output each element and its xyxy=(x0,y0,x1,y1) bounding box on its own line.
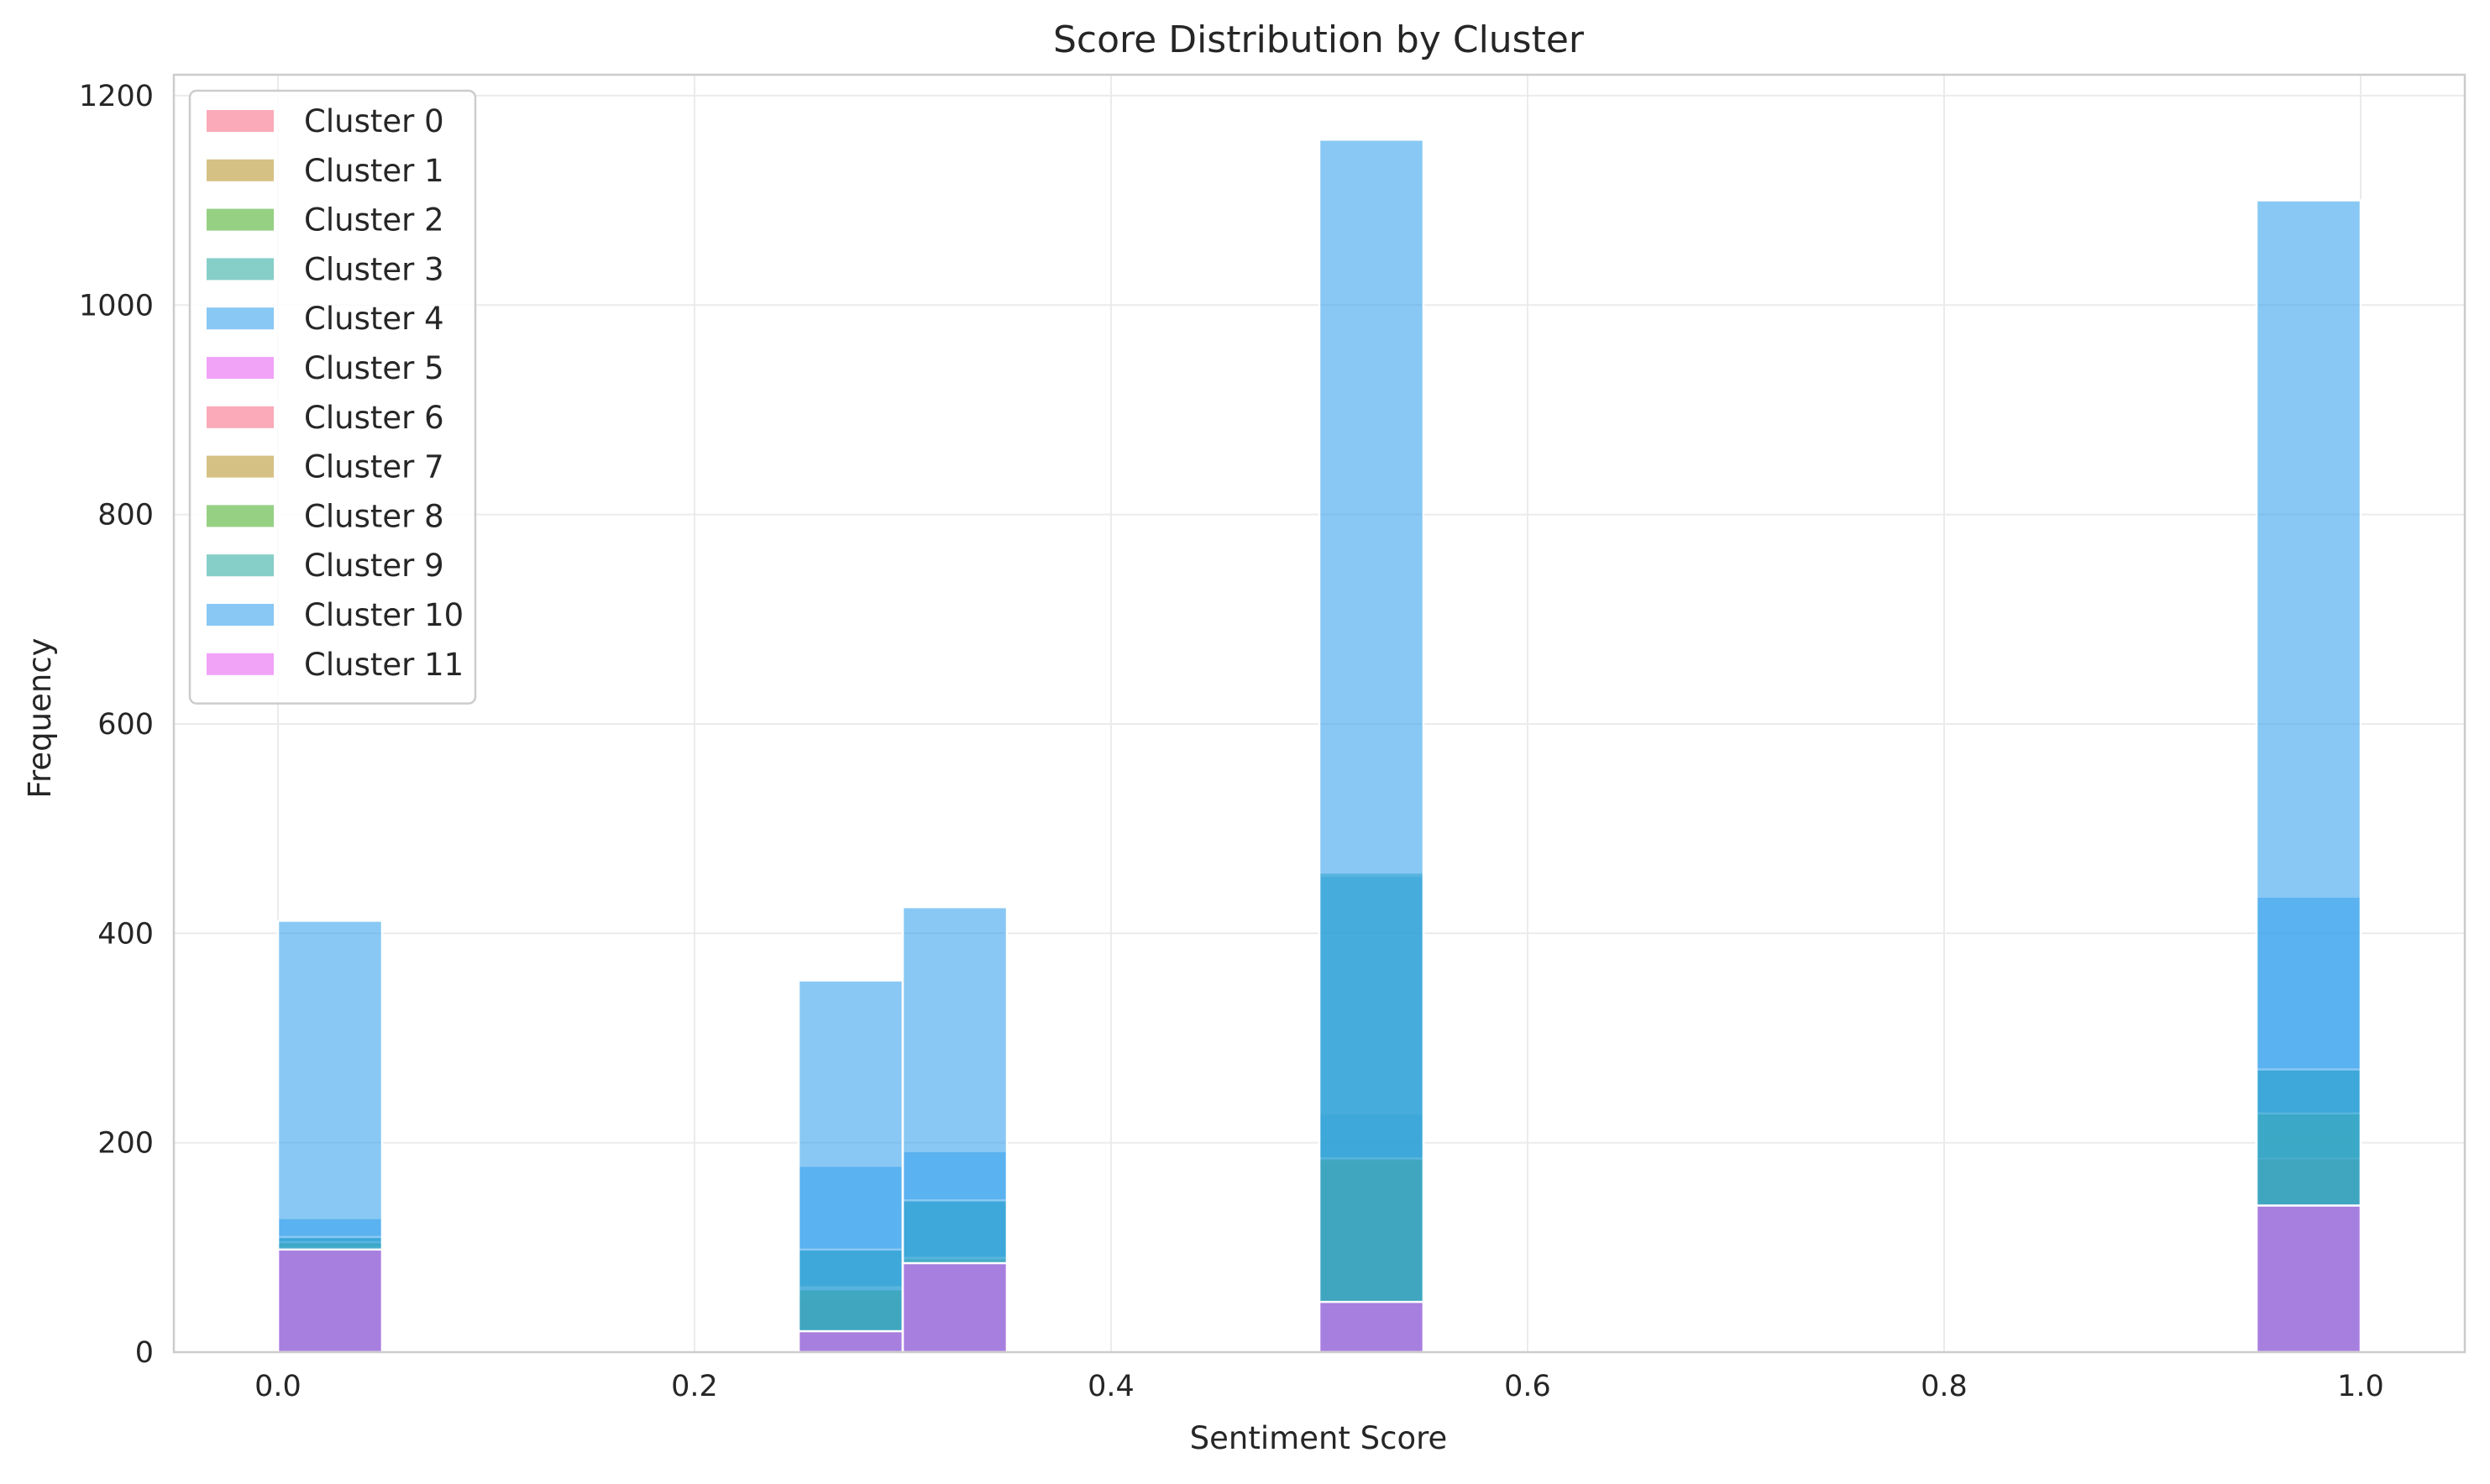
legend-swatch xyxy=(207,357,274,379)
legend-swatch xyxy=(207,554,274,577)
legend-box xyxy=(188,89,477,705)
legend-swatch xyxy=(207,159,274,181)
x-tick-label: 0.8 xyxy=(1921,1370,1968,1403)
legend-label: Cluster 3 xyxy=(304,251,444,287)
legend-swatch xyxy=(207,653,274,675)
chart-title: Score Distribution by Cluster xyxy=(1053,18,1585,61)
bars xyxy=(276,139,2362,1354)
legend-label: Cluster 8 xyxy=(304,498,444,534)
legend-label: Cluster 11 xyxy=(304,647,464,683)
legend-label: Cluster 5 xyxy=(304,350,444,386)
legend-label: Cluster 6 xyxy=(304,400,444,436)
legend-label: Cluster 0 xyxy=(304,103,444,139)
legend-swatch xyxy=(207,604,274,626)
legend-swatch xyxy=(207,505,274,527)
bar-cluster-11-bin-0 xyxy=(276,1248,384,1354)
legend-label: Cluster 9 xyxy=(304,548,444,584)
y-axis-label: Frequency xyxy=(22,637,58,798)
y-tick-label: 800 xyxy=(97,499,154,532)
x-tick-label: 0.2 xyxy=(671,1370,718,1403)
y-tick-label: 400 xyxy=(97,917,154,951)
y-tick-label: 1200 xyxy=(79,80,154,113)
y-tick-label: 0 xyxy=(135,1336,154,1370)
legend-label: Cluster 10 xyxy=(304,597,464,633)
plot-frame xyxy=(172,73,2466,1354)
bar-cluster-10-bin-1 xyxy=(797,979,904,1354)
y-tick-label: 200 xyxy=(97,1127,154,1161)
bar-cluster-10-bin-4 xyxy=(2255,199,2362,1354)
legend-label: Cluster 2 xyxy=(304,202,444,239)
x-axis-label: Sentiment Score xyxy=(1190,1420,1448,1456)
y-tick-label: 600 xyxy=(97,708,154,742)
axis-ticks: 0.0 0.2 0.4 0.6 0.8 1.0 0 200 400 600 800 1000 1200 xyxy=(79,80,2384,1403)
legend-label: Cluster 4 xyxy=(304,301,444,337)
y-tick-label: 1000 xyxy=(79,289,154,322)
legend-swatch xyxy=(207,455,274,478)
legend-swatch xyxy=(207,110,274,132)
legend-swatch xyxy=(207,406,274,428)
legend-swatch xyxy=(207,307,274,330)
x-tick-label: 1.0 xyxy=(2337,1370,2384,1403)
legend-label: Cluster 1 xyxy=(304,153,444,189)
legend-swatch xyxy=(207,258,274,281)
bar-cluster-11-bin-3 xyxy=(1318,1300,1425,1354)
x-tick-label: 0.6 xyxy=(1504,1370,1551,1403)
legend: Cluster 0 Cluster 1 Cluster 2 Cluster 3 Clus… xyxy=(188,89,477,705)
x-tick-label: 0.0 xyxy=(254,1370,301,1403)
legend-label: Cluster 7 xyxy=(304,449,444,485)
x-tick-label: 0.4 xyxy=(1088,1370,1135,1403)
bar-cluster-11-bin-2 xyxy=(901,1261,1009,1354)
legend-swatch xyxy=(207,208,274,231)
bar-cluster-11-bin-1 xyxy=(797,1329,904,1354)
bar-cluster-11-bin-4 xyxy=(2255,1204,2362,1354)
bar-cluster-10-bin-3 xyxy=(1318,139,1425,1354)
